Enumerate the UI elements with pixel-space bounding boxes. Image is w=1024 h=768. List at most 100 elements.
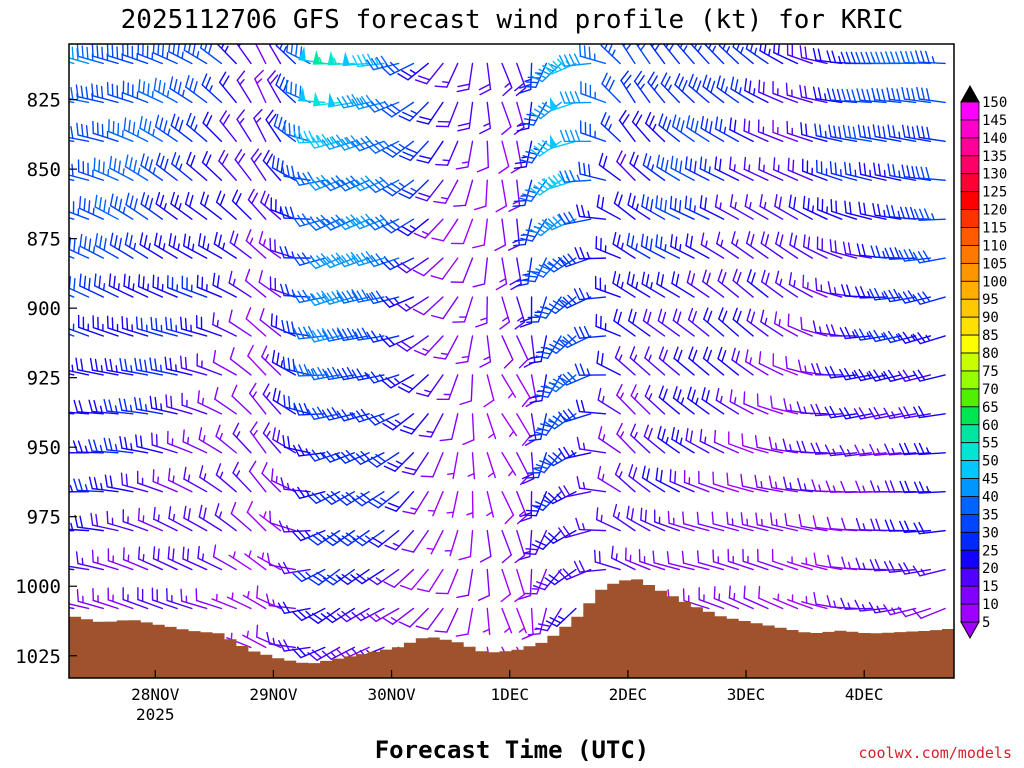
wind-barb — [119, 435, 149, 454]
wind-barb — [106, 510, 134, 532]
wind-barb — [576, 204, 607, 220]
wind-barb — [181, 392, 208, 415]
wind-barb — [883, 330, 917, 344]
wind-barb — [79, 273, 104, 298]
wind-barb — [772, 593, 799, 610]
wind-barb — [278, 520, 311, 533]
wind-barb — [672, 114, 695, 143]
wind-barb — [711, 511, 740, 532]
wind-barb — [195, 588, 223, 610]
wind-barb — [773, 157, 799, 181]
wind-barb — [830, 198, 858, 220]
wind-barb — [655, 467, 680, 493]
wind-barb — [800, 122, 828, 143]
wind-barb — [701, 387, 725, 415]
wind-barb — [743, 585, 769, 610]
wind-barb — [265, 593, 296, 610]
wind-barb — [913, 521, 946, 535]
wind-barb — [280, 477, 311, 493]
wind-barb — [772, 353, 799, 376]
wind-barb — [398, 607, 429, 628]
colorbar-swatch — [960, 352, 980, 372]
wind-barb — [107, 587, 134, 610]
colorbar-swatch — [960, 460, 980, 479]
wind-barb — [123, 117, 149, 143]
wind-barb — [153, 77, 178, 104]
wind-barb — [899, 206, 932, 220]
wind-barb — [154, 114, 178, 143]
wind-barb — [626, 232, 651, 259]
wind-barb — [887, 124, 917, 143]
wind-barb — [718, 44, 740, 65]
x-tick-label: 1DEC — [490, 685, 529, 704]
wind-barb — [69, 61, 75, 65]
wind-barb — [912, 565, 946, 577]
wind-barb — [798, 514, 828, 532]
wind-barb — [231, 189, 252, 220]
wind-barb — [757, 548, 784, 571]
wind-barb — [760, 269, 784, 298]
wind-barb — [598, 152, 621, 181]
wind-barb — [271, 350, 296, 376]
wind-barb — [815, 159, 843, 181]
wind-barb — [248, 460, 267, 493]
wind-barb — [498, 140, 510, 174]
wind-barb — [745, 44, 769, 65]
wind-barb — [594, 275, 621, 298]
wind-barb — [137, 587, 164, 610]
y-axis: 825 850 875 900 925 950 975 1000 1025 — [15, 90, 77, 668]
wind-barb — [245, 307, 267, 337]
wind-barb — [633, 70, 651, 104]
colorbar-swatch — [960, 245, 980, 264]
wind-barb — [75, 551, 104, 571]
wind-barb — [383, 568, 415, 588]
wind-barb — [576, 476, 607, 493]
wind-barb — [854, 444, 887, 457]
wind-barb — [789, 232, 813, 259]
wind-barb — [266, 631, 296, 649]
wind-barb — [366, 330, 400, 343]
wind-barb — [595, 507, 621, 532]
wind-barb — [595, 313, 621, 337]
wind-barb — [134, 357, 164, 376]
wind-barb — [758, 351, 784, 376]
wind-barb — [574, 363, 607, 376]
wind-barb — [312, 91, 341, 107]
wind-barb — [915, 50, 946, 65]
wind-barb — [93, 273, 119, 298]
colorbar-swatch — [960, 549, 980, 569]
wind-barb — [574, 247, 607, 260]
wind-barb — [336, 607, 370, 623]
wind-barb — [702, 269, 725, 298]
y-tick-label: 825 — [27, 90, 61, 112]
wind-barb — [170, 113, 193, 143]
x-tick-label: 3DEC — [727, 685, 766, 704]
wind-barb — [462, 413, 475, 446]
wind-barb — [731, 231, 754, 259]
wind-barb — [88, 476, 119, 493]
wind-barb — [785, 82, 813, 104]
wind-barb — [430, 257, 459, 280]
y-tick-label: 925 — [27, 368, 61, 390]
wind-barb — [698, 470, 725, 493]
wind-barb — [858, 161, 887, 181]
wind-barb — [293, 130, 326, 144]
wind-barb — [518, 568, 533, 600]
wind-barb — [855, 557, 887, 571]
wind-barb — [151, 587, 178, 610]
wind-barb — [578, 161, 607, 181]
wind-barb — [75, 357, 104, 376]
wind-barb — [215, 463, 237, 493]
wind-barb — [181, 275, 208, 298]
wind-barb — [93, 157, 119, 181]
wind-barb — [183, 466, 208, 493]
colorbar-swatch — [960, 173, 980, 193]
wind-barb — [236, 109, 252, 143]
wind-barb — [94, 194, 119, 220]
wind-barb — [613, 308, 636, 337]
wind-barb — [277, 601, 311, 614]
wind-barb — [732, 44, 754, 65]
colorbar-swatch — [960, 406, 980, 426]
wind-barb — [744, 349, 769, 376]
wind-barb — [740, 473, 769, 493]
